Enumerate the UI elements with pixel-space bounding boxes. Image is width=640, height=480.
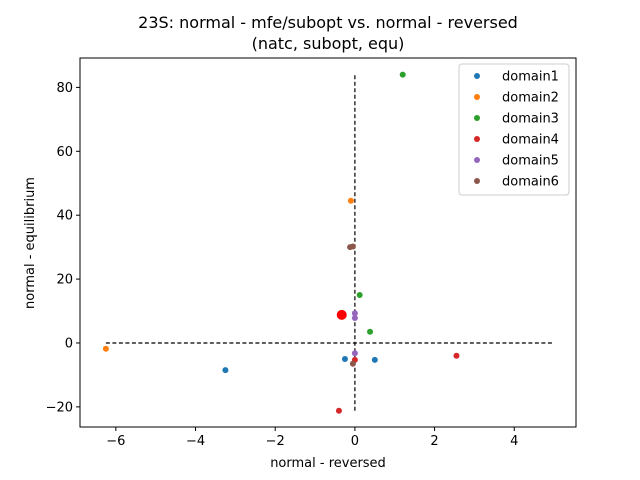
legend-label-domain2: domain2 <box>502 91 559 106</box>
data-point-domain3 <box>399 71 406 78</box>
data-point-domain1 <box>341 355 348 362</box>
y-tick-label: 60 <box>56 145 73 160</box>
y-tick-label: 0 <box>65 336 73 351</box>
highlight-point <box>336 309 347 320</box>
axes-frame <box>79 57 577 428</box>
x-tick-label: −6 <box>106 434 125 449</box>
data-point-domain5 <box>351 350 358 357</box>
x-axis-label: normal - reversed <box>270 456 386 471</box>
legend-label-domain4: domain4 <box>502 133 559 148</box>
data-point-domain3 <box>367 328 374 335</box>
y-tick-label: −20 <box>46 400 73 415</box>
x-tick-label: 4 <box>510 434 518 449</box>
data-point-domain1 <box>371 356 378 363</box>
data-point-domain1 <box>222 367 229 374</box>
legend-marker-domain3 <box>474 115 480 121</box>
y-tick-label: 40 <box>56 209 73 224</box>
y-axis-label: normal - equilibrium <box>23 177 38 309</box>
chart-title: 23S: normal - mfe/subopt vs. normal - re… <box>138 13 518 32</box>
legend-label-domain5: domain5 <box>502 154 559 169</box>
legend-label-domain1: domain1 <box>502 70 559 85</box>
x-tick-label: 2 <box>430 434 438 449</box>
legend: domain1 domain2 domain3 domain4 domain5 domai… <box>458 63 570 196</box>
chart-subtitle: (natc, subopt, equ) <box>252 34 405 53</box>
legend-frame <box>458 63 570 196</box>
legend-marker-domain1 <box>474 73 480 79</box>
data-point-domain5 <box>351 310 358 317</box>
data-point-domain2 <box>102 345 109 352</box>
legend-label-domain6: domain6 <box>502 175 559 190</box>
legend-marker-domain5 <box>474 157 480 163</box>
x-tick-label: −4 <box>186 434 205 449</box>
data-point-domain6 <box>349 360 356 367</box>
legend-marker-domain6 <box>474 178 480 184</box>
x-tick-label: 0 <box>351 434 359 449</box>
y-tick-label: 80 <box>56 81 73 96</box>
legend-marker-domain2 <box>474 94 480 100</box>
x-tick-label: −2 <box>266 434 285 449</box>
plot-area <box>102 71 555 414</box>
data-point-domain4 <box>453 352 460 359</box>
data-point-domain3 <box>356 292 363 299</box>
legend-label-domain3: domain3 <box>502 112 559 127</box>
legend-marker-domain4 <box>474 136 480 142</box>
data-point-domain5 <box>351 315 358 322</box>
data-point-domain4 <box>335 407 342 414</box>
data-point-domain6 <box>349 243 356 250</box>
data-point-domain2 <box>347 197 354 204</box>
y-tick-label: 20 <box>56 273 73 288</box>
